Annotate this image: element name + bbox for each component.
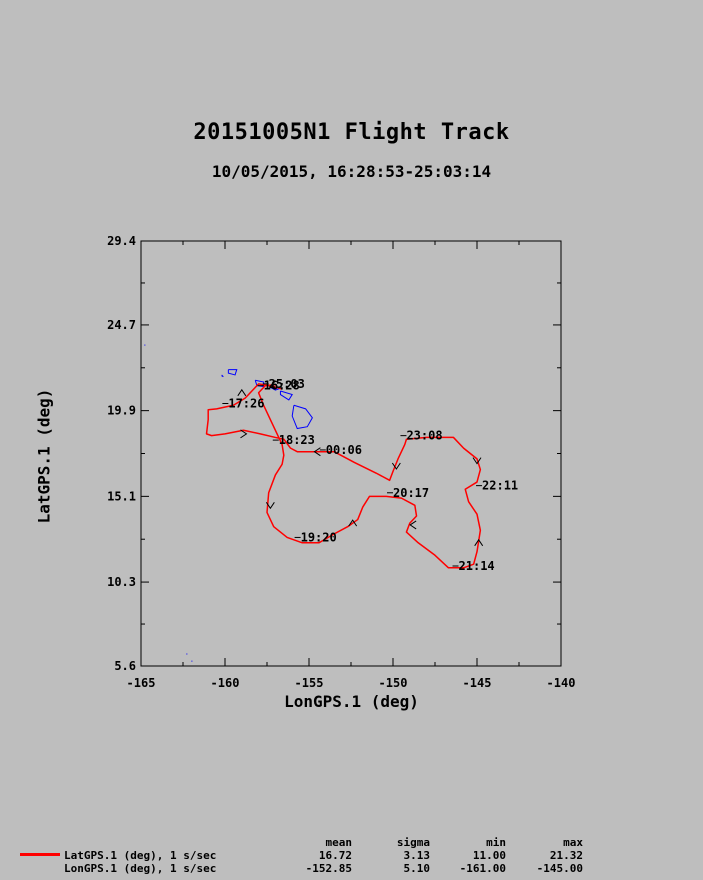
stats-header-min: min <box>486 836 506 849</box>
direction-arrow-icon <box>240 429 248 439</box>
chart-subtitle: 10/05/2015, 16:28:53-25:03:14 <box>211 162 492 181</box>
chart-title: 20151005N1 Flight Track <box>193 120 510 145</box>
stats-mean: 16.72 <box>318 849 352 862</box>
y-tick-label: 19.9 <box>107 404 136 418</box>
x-tick-label: -165 <box>127 676 156 690</box>
island-coastline <box>227 369 238 376</box>
x-tick-label: -160 <box>211 676 240 690</box>
stats-max: 21.32 <box>549 849 583 862</box>
y-tick-label: 24.7 <box>107 318 136 332</box>
direction-arrow-icon <box>391 462 401 470</box>
y-tick-label: 29.4 <box>107 234 136 248</box>
stats-min: 11.00 <box>472 849 506 862</box>
stats-row: LonGPS.1 (deg), 1 s/sec -152.85 5.10 -16… <box>0 862 703 875</box>
legend-swatch-red <box>20 853 60 856</box>
stats-header-max: max <box>563 836 583 849</box>
x-tick-label: -145 <box>463 676 492 690</box>
direction-arrow-icon <box>409 520 417 530</box>
stats-max: -145.00 <box>536 862 583 875</box>
direction-arrow-icon <box>348 519 358 527</box>
direction-arrow-icon <box>474 538 484 547</box>
stats-row-label: LatGPS.1 (deg), 1 s/sec <box>64 849 217 862</box>
time-label: 23:08 <box>406 429 442 443</box>
time-label: 00:06 <box>326 443 362 457</box>
x-tick-label: -155 <box>295 676 324 690</box>
time-label: 20:17 <box>393 486 429 500</box>
stats-mean: -152.85 <box>305 862 352 875</box>
stats-min: -161.00 <box>459 862 506 875</box>
flight-track-line <box>205 383 482 569</box>
stats-header-mean: mean <box>325 836 353 849</box>
x-axis-label: LonGPS.1 (deg) <box>284 692 419 711</box>
y-axis-label: LatGPS.1 (deg) <box>34 388 54 524</box>
direction-arrow-icon <box>313 447 321 457</box>
stats-sigma: 3.13 <box>403 849 431 862</box>
island-speck <box>186 653 188 655</box>
direction-arrow-icon <box>237 388 247 397</box>
stats-sigma: 5.10 <box>403 862 431 875</box>
direction-arrow-icon <box>472 457 482 465</box>
time-label: 22:11 <box>482 479 518 493</box>
island-coastline <box>291 404 313 430</box>
island-speck <box>144 344 146 346</box>
direction-arrow-icon <box>265 502 275 510</box>
island-speck <box>191 660 193 662</box>
time-label: 16:28 <box>264 379 300 393</box>
island-coastline <box>279 390 293 401</box>
stats-header-sigma: sigma <box>396 836 430 849</box>
x-tick-label: -150 <box>379 676 408 690</box>
island-coastline <box>221 374 224 378</box>
stats-row: LatGPS.1 (deg), 1 s/sec 16.72 3.13 11.00… <box>0 849 703 862</box>
y-tick-label: 15.1 <box>107 489 136 503</box>
time-label: 25:03 <box>269 377 305 391</box>
x-tick-label: -140 <box>547 676 576 690</box>
time-label: 17:26 <box>228 397 264 411</box>
time-label: 21:14 <box>459 559 495 573</box>
statistics-table: mean sigma min max LatGPS.1 (deg), 1 s/s… <box>0 836 703 875</box>
y-tick-label: 5.6 <box>114 659 136 673</box>
stats-row-label: LonGPS.1 (deg), 1 s/sec <box>64 862 217 875</box>
island-coastline <box>270 386 281 391</box>
stats-header-row: mean sigma min max <box>0 836 703 849</box>
time-label: 19:20 <box>301 530 337 544</box>
time-label: 18:23 <box>279 433 315 447</box>
y-tick-label: 10.3 <box>107 575 136 589</box>
